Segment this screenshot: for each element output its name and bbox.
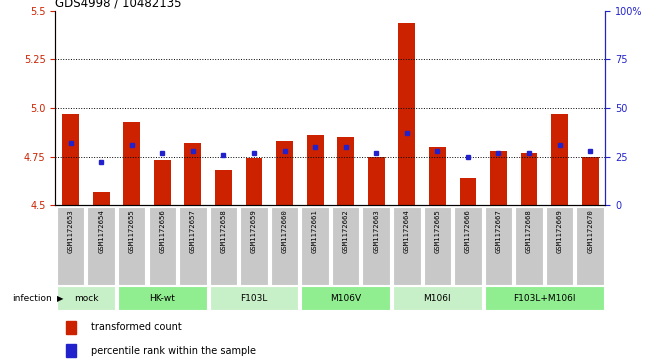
Bar	[184, 143, 201, 205]
Bar	[332, 207, 359, 285]
Text: M106V: M106V	[330, 294, 361, 302]
Bar	[521, 153, 538, 205]
Bar	[118, 286, 206, 310]
Bar	[393, 207, 421, 285]
Bar	[57, 207, 85, 285]
Text: M106I: M106I	[424, 294, 451, 302]
Text: GSM1172667: GSM1172667	[495, 209, 501, 253]
Bar	[271, 207, 298, 285]
Text: GSM1172661: GSM1172661	[312, 209, 318, 253]
Text: GDS4998 / 10482135: GDS4998 / 10482135	[55, 0, 182, 10]
Bar	[301, 207, 329, 285]
Bar	[66, 344, 76, 357]
Text: GSM1172654: GSM1172654	[98, 209, 104, 253]
Bar	[123, 122, 140, 205]
Text: GSM1172666: GSM1172666	[465, 209, 471, 253]
Bar	[576, 207, 604, 285]
Text: GSM1172662: GSM1172662	[342, 209, 349, 253]
Text: percentile rank within the sample: percentile rank within the sample	[91, 346, 256, 356]
Text: GSM1172670: GSM1172670	[587, 209, 593, 253]
Bar	[245, 159, 262, 205]
Text: GSM1172658: GSM1172658	[221, 209, 227, 253]
Bar	[485, 207, 512, 285]
Bar	[62, 114, 79, 205]
Bar	[210, 286, 298, 310]
Text: HK-wt: HK-wt	[149, 294, 175, 302]
Text: GSM1172668: GSM1172668	[526, 209, 532, 253]
Text: GSM1172660: GSM1172660	[281, 209, 288, 253]
Text: F103L+M106I: F103L+M106I	[513, 294, 575, 302]
Bar	[87, 207, 115, 285]
Bar	[154, 160, 171, 205]
Bar	[148, 207, 176, 285]
Bar	[424, 207, 451, 285]
Bar	[57, 286, 115, 310]
Text: GSM1172664: GSM1172664	[404, 209, 409, 253]
Text: GSM1172656: GSM1172656	[159, 209, 165, 253]
Bar	[398, 23, 415, 205]
Text: GSM1172663: GSM1172663	[373, 209, 380, 253]
Bar	[429, 147, 446, 205]
Text: GSM1172665: GSM1172665	[434, 209, 440, 253]
Bar	[93, 192, 109, 205]
Bar	[337, 137, 354, 205]
Bar	[215, 170, 232, 205]
Text: F103L: F103L	[240, 294, 268, 302]
Text: ▶: ▶	[57, 294, 63, 302]
Bar	[363, 207, 390, 285]
Bar	[582, 156, 598, 205]
Bar	[301, 286, 390, 310]
Text: GSM1172657: GSM1172657	[190, 209, 196, 253]
Text: GSM1172659: GSM1172659	[251, 209, 257, 253]
Bar	[307, 135, 324, 205]
Text: GSM1172655: GSM1172655	[129, 209, 135, 253]
Bar	[485, 286, 604, 310]
Bar	[516, 207, 543, 285]
Bar	[490, 151, 507, 205]
Text: GSM1172669: GSM1172669	[557, 209, 562, 253]
Text: mock: mock	[74, 294, 98, 302]
Bar	[393, 286, 482, 310]
Bar	[546, 207, 574, 285]
Bar	[66, 321, 76, 334]
Text: infection: infection	[12, 294, 52, 302]
Bar	[240, 207, 268, 285]
Bar	[118, 207, 145, 285]
Text: transformed count: transformed count	[91, 322, 182, 332]
Bar	[551, 114, 568, 205]
Bar	[179, 207, 206, 285]
Bar	[460, 178, 477, 205]
Text: GSM1172653: GSM1172653	[68, 209, 74, 253]
Bar	[276, 141, 293, 205]
Bar	[368, 156, 385, 205]
Bar	[454, 207, 482, 285]
Bar	[210, 207, 237, 285]
